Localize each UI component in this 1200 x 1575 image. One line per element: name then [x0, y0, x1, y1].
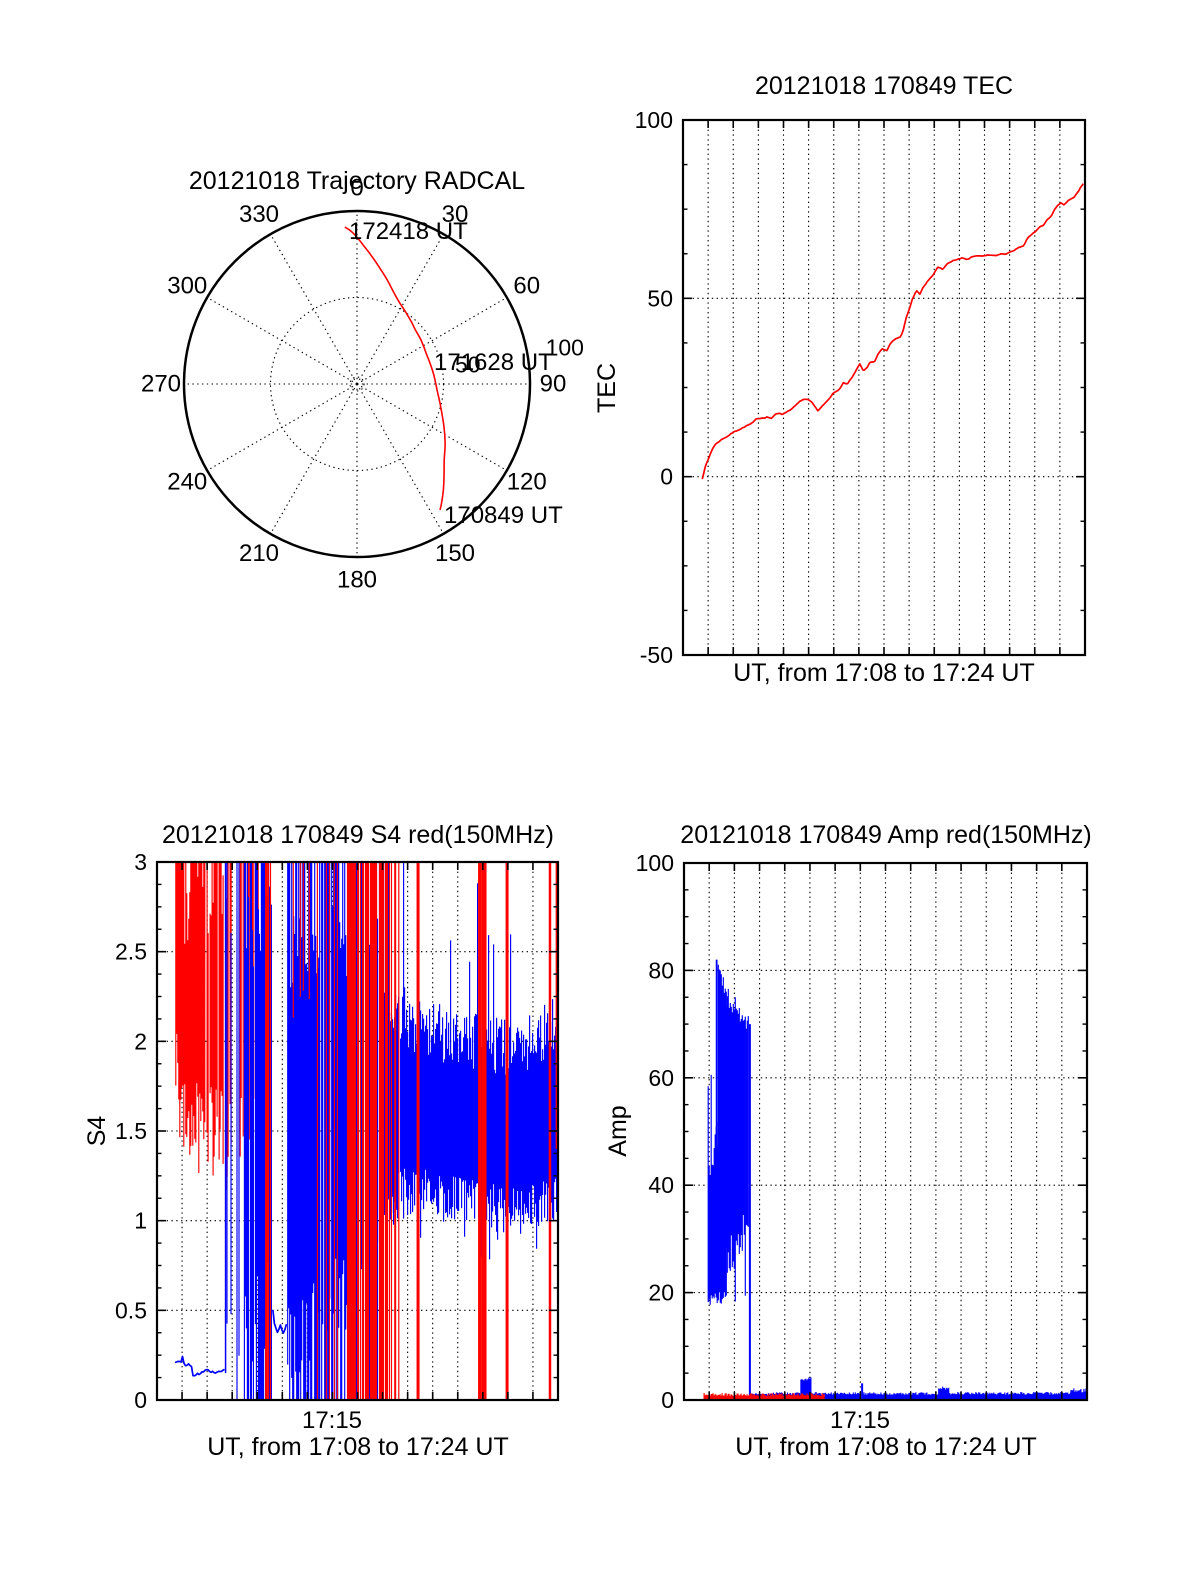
s4-y-tick-label: 1	[134, 1208, 147, 1234]
s4-y-tick-label: 2	[134, 1028, 147, 1054]
amp-x-axis-label: UT, from 17:08 to 17:24 UT	[735, 1433, 1037, 1461]
tec-y-tick-label: 0	[660, 464, 673, 490]
amp-series-noise	[717, 964, 727, 1304]
polar-rim	[182, 209, 532, 559]
s4-series-line	[174, 1355, 225, 1377]
amp-y-tick-label: 0	[661, 1387, 674, 1413]
polar-azimuth-label: 240	[167, 469, 207, 496]
s4-x-axis-label: UT, from 17:08 to 17:24 UT	[207, 1433, 509, 1461]
amp-y-tick-label: 80	[648, 957, 674, 983]
s4-y-tick-label: 0	[134, 1387, 147, 1413]
s4-plot-title: 20121018 170849 S4 red(150MHz)	[162, 821, 554, 849]
polar-spoke	[356, 297, 508, 385]
polar-plot-title: 20121018 Trajectory RADCAL	[188, 167, 526, 195]
tec-y-tick-label: 50	[647, 285, 673, 311]
polar-azimuth-label: 120	[507, 469, 547, 496]
polar-spoke	[206, 297, 358, 385]
tec-plot-title: 20121018 170849 TEC	[754, 72, 1014, 100]
s4-y-tick-label: 0.5	[115, 1297, 147, 1323]
s4-series-noise	[346, 862, 393, 1400]
polar-azimuth-label: 90	[540, 371, 567, 398]
s4-series-noise	[226, 862, 240, 1400]
amp-plot-title: 20121018 170849 Amp red(150MHz)	[680, 821, 1092, 849]
polar-spoke	[270, 383, 358, 535]
polar-azimuth-label: 30	[442, 201, 469, 228]
s4-series-noise	[292, 862, 310, 1018]
polar-azimuth-label: 0	[350, 175, 363, 202]
s4-series-noise	[316, 862, 338, 1400]
polar-azimuth-label: 210	[239, 540, 279, 567]
tec-series-line	[701, 183, 1084, 480]
amp-y-axis-label: Amp	[603, 1105, 632, 1157]
s4-series-noise	[175, 862, 206, 1173]
amp-y-tick-label: 100	[636, 850, 674, 876]
polar-azimuth-label: 60	[513, 273, 540, 300]
polar-ring-50	[269, 296, 445, 472]
tec-x-axis-label: UT, from 17:08 to 17:24 UT	[733, 659, 1035, 687]
polar-radial-tick-label: 50	[455, 351, 481, 377]
amp-series-noise	[862, 1392, 939, 1400]
amp-y-tick-label: 40	[648, 1172, 674, 1198]
amp-series-noise	[948, 1392, 1072, 1400]
trajectory-annotation-mid-time: 171628 UT	[434, 349, 553, 376]
trajectory-path	[344, 226, 446, 511]
polar-spoke	[356, 383, 444, 535]
trajectory-annotation-end-time: 172418 UT	[349, 218, 468, 245]
polar-azimuth-label: 180	[337, 567, 377, 594]
polar-azimuth-label: 330	[239, 201, 279, 228]
polar-radial-tick-label: 100	[546, 334, 584, 360]
s4-series-line	[272, 1310, 288, 1334]
polar-spoke	[356, 383, 508, 471]
amp-series-noise	[725, 988, 749, 1302]
amp-y-tick-label: 20	[648, 1280, 674, 1306]
trajectory-annotation-start-time: 170849 UT	[444, 502, 563, 529]
polar-azimuth-label: 150	[435, 540, 475, 567]
s4-y-tick-label: 2.5	[115, 939, 147, 965]
polar-azimuth-label: 270	[141, 371, 181, 398]
tec-y-axis-label: TEC	[592, 363, 621, 413]
amp-series-noise	[938, 1386, 950, 1400]
polar-center-ring	[349, 376, 365, 392]
tec-y-tick-label: 100	[635, 107, 673, 133]
s4-y-tick-label: 3	[134, 849, 147, 875]
s4-y-axis-label: S4	[82, 1115, 111, 1147]
s4-x-tick-label: 17:15	[301, 1407, 363, 1434]
s4-y-tick-label: 1.5	[115, 1118, 147, 1144]
polar-spoke	[270, 233, 358, 385]
tec-y-tick-label: -50	[640, 642, 673, 668]
tec-axes-box	[681, 118, 1087, 657]
amp-series-noise	[1070, 1388, 1088, 1400]
polar-azimuth-label: 300	[167, 273, 207, 300]
amp-x-tick-label: 17:15	[829, 1407, 891, 1434]
amp-y-tick-label: 60	[648, 1065, 674, 1091]
s4-series-noise	[409, 880, 559, 1260]
amp-series-noise	[800, 1377, 812, 1400]
